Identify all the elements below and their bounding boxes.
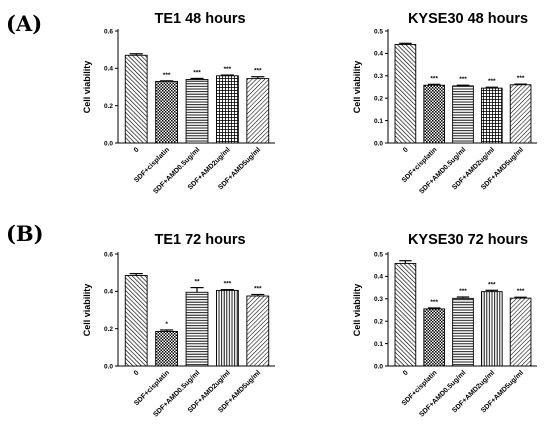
bar-3 xyxy=(216,289,239,367)
y-tick-label: 0.4 xyxy=(104,289,113,296)
bar-1 xyxy=(155,80,178,144)
chart-title: KYSE30 48 hours xyxy=(408,11,528,27)
y-tick-label: 0.5 xyxy=(374,28,383,35)
category-label: 0 xyxy=(133,146,141,154)
chart-title: TE1 72 hours xyxy=(154,232,245,248)
significance-label: *** xyxy=(430,75,438,82)
bar-1 xyxy=(423,84,446,144)
bar-3 xyxy=(480,87,503,144)
y-axis-label: Cell viability xyxy=(352,61,362,114)
bar-4 xyxy=(509,84,532,144)
y-axis-label: Cell viability xyxy=(82,61,92,114)
bar-4 xyxy=(246,78,270,144)
y-tick-label: 0.0 xyxy=(374,363,383,370)
significance-label: *** xyxy=(254,68,262,75)
y-tick-label: 0.4 xyxy=(104,66,113,73)
bar-0 xyxy=(394,262,417,367)
y-tick-label: 0.3 xyxy=(374,296,383,303)
significance-label: *** xyxy=(254,286,262,293)
y-tick-label: 0.2 xyxy=(104,326,113,333)
bar-3 xyxy=(480,291,503,367)
y-tick-label: 0.4 xyxy=(374,51,383,58)
bar-0 xyxy=(124,275,148,367)
category-label: 0 xyxy=(402,369,410,377)
significance-label: *** xyxy=(193,69,201,76)
y-tick-label: 0.2 xyxy=(374,96,383,103)
significance-label: *** xyxy=(517,75,525,82)
bar-1 xyxy=(155,331,178,367)
y-axis-label: Cell viability xyxy=(352,284,362,337)
significance-label: *** xyxy=(430,299,438,306)
significance-label: *** xyxy=(517,288,525,295)
chart-3: KYSE30 72 hours Cell viability 0.0 0.1 0.2 0.… xyxy=(352,232,537,419)
chart-title: KYSE30 72 hours xyxy=(408,232,528,248)
chart-title: TE1 48 hours xyxy=(154,11,245,27)
y-tick-label: 0.0 xyxy=(374,140,383,147)
y-tick-label: 0.2 xyxy=(104,103,113,110)
chart-0: TE1 48 hours Cell viability 0.0 0.2 0.4 0.6 0 *… xyxy=(82,11,275,196)
chart-1: KYSE30 48 hours Cell viability 0.0 0.1 0.2 0.… xyxy=(352,11,537,196)
significance-label: *** xyxy=(224,281,232,288)
y-tick-label: 0.2 xyxy=(374,319,383,326)
y-tick-label: 0.0 xyxy=(104,140,113,147)
panel-label-a: (A) xyxy=(6,11,42,36)
y-axis-label: Cell viability xyxy=(82,284,92,337)
bar-0 xyxy=(394,43,417,144)
bar-2 xyxy=(185,291,209,367)
chart-2: TE1 72 hours Cell viability 0.0 0.2 0.4 0.6 0 *… xyxy=(82,232,275,419)
chart-grid: TE1 48 hours Cell viability 0.0 0.2 0.4 0.6 0 *… xyxy=(82,11,537,419)
bar-1 xyxy=(423,308,446,367)
significance-label: *** xyxy=(459,76,467,83)
bar-2 xyxy=(452,85,474,144)
category-label: 0 xyxy=(133,369,141,377)
y-tick-label: 0.3 xyxy=(374,73,383,80)
bar-2 xyxy=(452,297,474,367)
bar-4 xyxy=(246,295,270,367)
y-tick-label: 0.6 xyxy=(104,28,113,35)
significance-label: * xyxy=(165,321,168,328)
significance-label: *** xyxy=(459,288,467,295)
y-tick-label: 0.1 xyxy=(374,341,383,348)
y-tick-label: 0.0 xyxy=(104,363,113,370)
bar-4 xyxy=(509,297,532,367)
y-tick-label: 0.4 xyxy=(374,274,383,281)
y-tick-label: 0.5 xyxy=(374,251,383,258)
significance-label: *** xyxy=(488,78,496,85)
bar-3 xyxy=(216,75,239,144)
bar-2 xyxy=(185,79,209,144)
significance-label: ** xyxy=(194,279,200,286)
bar-0 xyxy=(124,54,148,144)
category-label: 0 xyxy=(402,146,410,154)
significance-label: *** xyxy=(224,66,232,73)
significance-label: *** xyxy=(488,281,496,288)
panel-label-b: (B) xyxy=(6,221,44,246)
significance-label: *** xyxy=(163,72,171,79)
y-tick-label: 0.6 xyxy=(104,251,113,258)
y-tick-label: 0.1 xyxy=(374,118,383,125)
